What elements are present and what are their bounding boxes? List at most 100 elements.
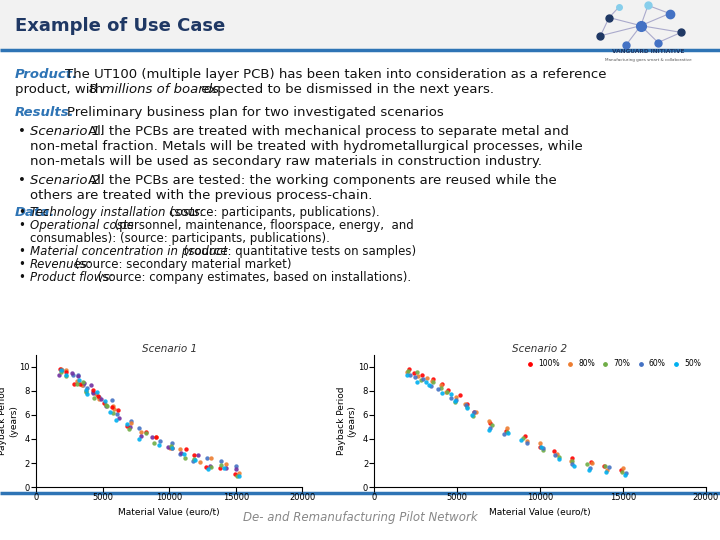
Point — [148, 438, 160, 447]
Text: All the PCBs are treated with mechanical process to separate metal and: All the PCBs are treated with mechanical… — [88, 125, 569, 138]
Point — [60, 372, 71, 381]
Point — [220, 464, 231, 472]
Point — [441, 388, 452, 396]
Point — [90, 389, 102, 398]
Point — [483, 426, 495, 434]
Point — [76, 381, 88, 389]
Bar — [0, 0, 720, 50]
Point — [72, 372, 84, 380]
Point — [436, 384, 447, 393]
Point — [77, 377, 89, 386]
Point — [554, 455, 565, 464]
Y-axis label: Payback Period
(years): Payback Period (years) — [0, 387, 18, 455]
Point — [601, 465, 613, 474]
Point — [125, 416, 137, 425]
Point — [55, 365, 67, 374]
Point — [135, 431, 147, 440]
Point — [470, 408, 482, 416]
Point — [189, 451, 200, 460]
Point — [81, 384, 92, 393]
Point — [93, 395, 104, 403]
Point — [467, 411, 478, 420]
Point — [436, 380, 448, 389]
Point — [204, 462, 216, 470]
Point — [500, 427, 512, 435]
Point — [192, 451, 204, 460]
Text: Material concentration in product: Material concentration in product — [30, 245, 228, 258]
Point — [56, 366, 68, 374]
Point — [194, 458, 205, 467]
Text: Example of Use Case: Example of Use Case — [15, 17, 225, 35]
Text: Manufacturing goes smart & collaborative: Manufacturing goes smart & collaborative — [605, 58, 691, 63]
Title: Scenario 2: Scenario 2 — [513, 344, 567, 354]
Point — [176, 449, 187, 457]
Point — [603, 462, 615, 471]
Text: Scenario 1.: Scenario 1. — [30, 125, 104, 138]
Point — [460, 400, 472, 409]
Point — [81, 387, 92, 396]
Point — [581, 459, 593, 468]
Text: •: • — [18, 258, 25, 271]
Point — [403, 364, 415, 373]
Point — [451, 396, 462, 405]
Point — [485, 424, 496, 433]
Point — [402, 366, 414, 375]
Point — [461, 402, 472, 411]
Point — [74, 380, 86, 388]
Point — [78, 380, 89, 389]
Point — [567, 453, 578, 462]
Point — [584, 463, 595, 472]
Point — [620, 469, 631, 477]
Point — [188, 455, 199, 463]
Point — [416, 371, 428, 380]
Point — [55, 364, 66, 373]
Point — [162, 443, 174, 452]
Point — [599, 462, 611, 470]
Point — [517, 434, 528, 443]
Point — [402, 370, 413, 379]
Point — [415, 376, 427, 384]
Point — [96, 394, 107, 403]
Point — [122, 420, 133, 428]
Point — [133, 424, 145, 433]
Text: non-metal fraction. Metals will be treated with hydrometallurgical processes, wh: non-metal fraction. Metals will be treat… — [30, 140, 582, 153]
Point — [78, 378, 90, 387]
Point — [426, 382, 437, 390]
X-axis label: Material Value (euro/t): Material Value (euro/t) — [489, 508, 591, 517]
Point — [107, 409, 119, 418]
Text: Revenues:: Revenues: — [30, 258, 92, 271]
Text: •: • — [18, 125, 26, 138]
Point — [102, 402, 113, 410]
Text: Preliminary business plan for two investigated scenarios: Preliminary business plan for two invest… — [67, 106, 444, 119]
Point — [565, 456, 577, 465]
Text: product, with: product, with — [15, 83, 107, 96]
Point — [413, 372, 424, 380]
Point — [436, 389, 448, 397]
Text: expected to be dismissed in the next years.: expected to be dismissed in the next yea… — [197, 83, 494, 96]
Point — [112, 406, 124, 414]
Point — [469, 408, 480, 416]
Point — [617, 463, 629, 472]
Text: •: • — [18, 271, 25, 284]
Point — [178, 450, 189, 458]
Text: Technology installation costs:: Technology installation costs: — [30, 206, 204, 219]
Point — [121, 421, 132, 430]
Point — [446, 393, 457, 402]
Legend: 100%, 80%, 70%, 60%, 50%: 100%, 80%, 70%, 60%, 50% — [522, 359, 702, 369]
Text: Results.: Results. — [15, 106, 75, 119]
Point — [94, 393, 105, 402]
Point — [107, 402, 118, 410]
Point — [501, 424, 513, 433]
Text: others are treated with the previous process-chain.: others are treated with the previous pro… — [30, 189, 372, 202]
Point — [166, 438, 178, 447]
Point — [450, 393, 462, 401]
Point — [443, 386, 454, 394]
Point — [569, 462, 580, 470]
Point — [201, 453, 212, 462]
Text: •: • — [18, 245, 25, 258]
Point — [567, 457, 578, 465]
Point — [423, 380, 435, 389]
Point — [110, 416, 122, 424]
Point — [140, 428, 151, 436]
Text: All the PCBs are tested: the working components are reused while the: All the PCBs are tested: the working com… — [88, 174, 557, 187]
